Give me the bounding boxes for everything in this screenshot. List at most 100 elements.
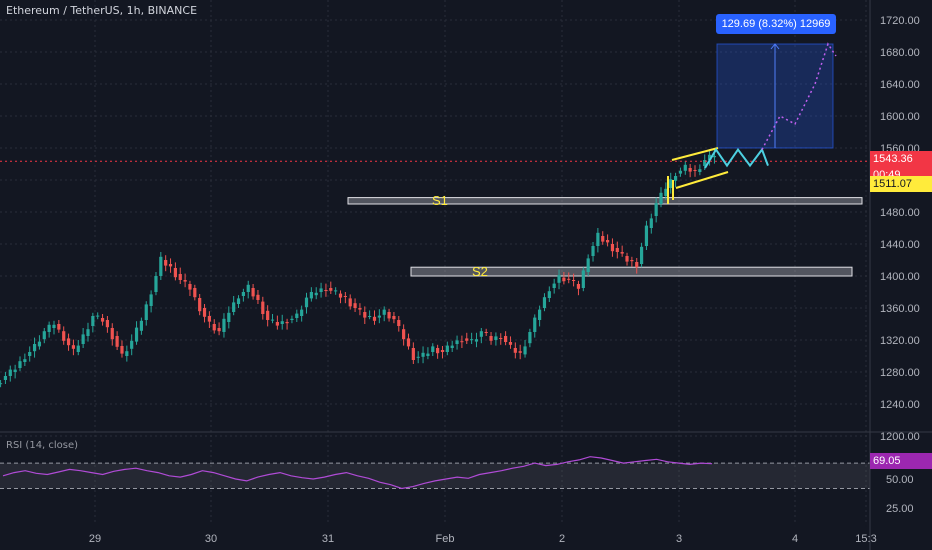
candle-body — [426, 353, 430, 356]
candle-body — [504, 336, 508, 342]
forecast-path[interactable] — [761, 42, 837, 150]
candle-body — [683, 164, 687, 171]
time-tick: 2 — [559, 533, 565, 545]
candle-body — [465, 338, 469, 341]
candle-body — [416, 356, 420, 358]
candle-body — [421, 352, 425, 357]
support-zone-s1[interactable] — [347, 197, 863, 205]
candle-body — [8, 369, 12, 376]
candle-body — [479, 331, 483, 337]
price-tick: 1240.00 — [880, 399, 920, 411]
candle-body — [91, 316, 95, 326]
rsi-pane — [0, 456, 870, 490]
time-tick: 15:3 — [855, 533, 876, 545]
candle-body — [232, 302, 236, 312]
candle-body — [144, 304, 148, 320]
support-price-label: 1511.07 — [870, 176, 932, 192]
candle-body — [669, 179, 673, 188]
price-tick: 1440.00 — [880, 239, 920, 251]
candles — [0, 149, 717, 388]
candle-body — [115, 336, 119, 347]
candle-body — [198, 298, 202, 312]
rsi-band — [0, 463, 870, 489]
candle-body — [557, 275, 561, 283]
candle-body — [620, 252, 624, 254]
flagpole[interactable] — [667, 176, 674, 204]
candle-body — [542, 297, 547, 308]
candle-body — [567, 278, 571, 280]
candle-body — [397, 320, 401, 326]
candle-body — [81, 334, 85, 344]
measure-arrow-head — [770, 43, 780, 50]
flag-pattern[interactable] — [671, 147, 729, 189]
price-tick: 1720.00 — [880, 15, 920, 27]
drawings[interactable] — [0, 42, 870, 204]
candle-body — [3, 376, 8, 380]
time-tick: Feb — [436, 533, 455, 545]
candle-body — [120, 346, 124, 354]
candle-body — [644, 225, 649, 246]
candle-body — [445, 345, 449, 352]
price-tick: 1360.00 — [880, 303, 920, 315]
candle-body — [698, 169, 702, 172]
support-zones[interactable] — [347, 197, 863, 277]
candle-body — [533, 317, 537, 332]
candle-body — [494, 336, 498, 340]
support-zone-s2[interactable] — [410, 266, 853, 277]
candle-body — [76, 345, 80, 352]
candle-body — [712, 156, 717, 158]
candle-body — [193, 288, 197, 298]
candle-body — [13, 369, 17, 372]
candle-body — [523, 346, 527, 355]
candle-body — [703, 160, 707, 166]
candle-body — [528, 332, 532, 344]
candle-body — [484, 332, 488, 333]
rsi-tick: 25.00 — [886, 503, 914, 515]
measure-label[interactable]: 129.69 (8.32%) 12969 — [716, 14, 836, 34]
candle-body — [470, 339, 474, 341]
candle-body — [202, 308, 207, 317]
candle-body — [52, 324, 56, 328]
candle-body — [241, 292, 245, 296]
candle-body — [66, 338, 71, 346]
candle-body — [159, 256, 163, 276]
candle-body — [57, 324, 61, 330]
candle-body — [280, 321, 284, 324]
candle-body — [635, 262, 639, 268]
candle-body — [372, 316, 377, 321]
candle-body — [688, 168, 692, 172]
grid — [0, 0, 870, 524]
candle-body — [134, 327, 139, 342]
candle-body — [62, 331, 66, 341]
candle-body — [154, 276, 158, 292]
candle-body — [100, 318, 105, 322]
candle-body — [581, 270, 585, 288]
candle-body — [266, 310, 270, 320]
zone-label-s2: S2 — [472, 264, 488, 279]
price-tick: 1680.00 — [880, 47, 920, 59]
candle-body — [18, 361, 22, 368]
candle-body — [576, 284, 581, 289]
candle-body — [693, 170, 697, 171]
candle-body — [610, 244, 615, 252]
candle-body — [552, 283, 556, 288]
candle-body — [86, 329, 90, 336]
candle-body — [625, 256, 629, 262]
candle-body — [678, 170, 683, 174]
candle-body — [334, 290, 338, 292]
rsi-value-label: 69.05 — [870, 453, 932, 469]
candle-body — [343, 296, 347, 297]
candle-body — [164, 260, 168, 266]
candle-body — [377, 315, 381, 318]
candle-body — [329, 288, 333, 291]
candle-body — [290, 318, 294, 320]
candle-body — [411, 348, 415, 360]
candle-body — [125, 351, 129, 356]
candle-body — [0, 383, 3, 385]
candle-body — [227, 312, 231, 322]
candle-body — [324, 290, 328, 291]
price-tick: 1280.00 — [880, 367, 920, 379]
candle-body — [513, 348, 517, 353]
